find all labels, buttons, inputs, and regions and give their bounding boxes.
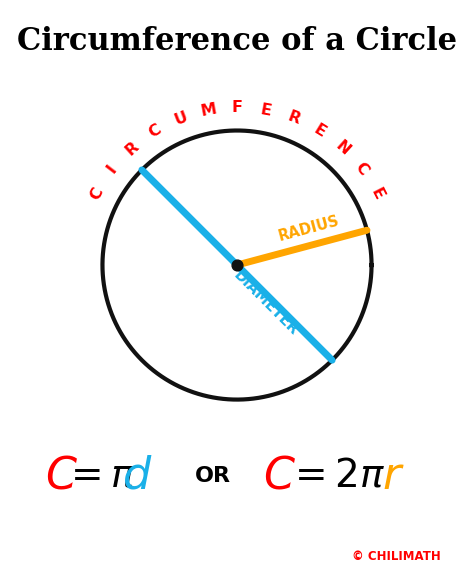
Text: RADIUS: RADIUS xyxy=(276,213,341,244)
Text: $\mathit{C}$: $\mathit{C}$ xyxy=(45,454,78,497)
Text: R: R xyxy=(285,109,302,127)
Text: $\mathit{r}$: $\mathit{r}$ xyxy=(382,454,405,497)
Text: F: F xyxy=(231,100,243,115)
Text: DIAMETER: DIAMETER xyxy=(230,268,301,338)
Text: U: U xyxy=(172,109,189,128)
Text: E: E xyxy=(368,185,386,202)
Text: OR: OR xyxy=(195,466,231,486)
Text: R: R xyxy=(122,138,141,158)
Text: C: C xyxy=(352,160,372,178)
Text: Circumference of a Circle: Circumference of a Circle xyxy=(17,26,457,57)
Point xyxy=(233,261,241,270)
Text: $\mathit{d}$: $\mathit{d}$ xyxy=(122,454,153,497)
Text: E: E xyxy=(310,122,328,140)
Text: I: I xyxy=(104,162,120,176)
Text: $\mathit{C}$: $\mathit{C}$ xyxy=(263,454,296,497)
Text: E: E xyxy=(259,102,273,119)
Text: © CHILIMATH: © CHILIMATH xyxy=(352,550,441,563)
Text: C: C xyxy=(146,121,164,141)
Text: C: C xyxy=(87,185,106,202)
Text: $= 2\pi$: $= 2\pi$ xyxy=(287,458,386,494)
Text: $= \pi$: $= \pi$ xyxy=(63,458,137,494)
Text: N: N xyxy=(332,138,352,158)
Text: M: M xyxy=(199,101,218,119)
